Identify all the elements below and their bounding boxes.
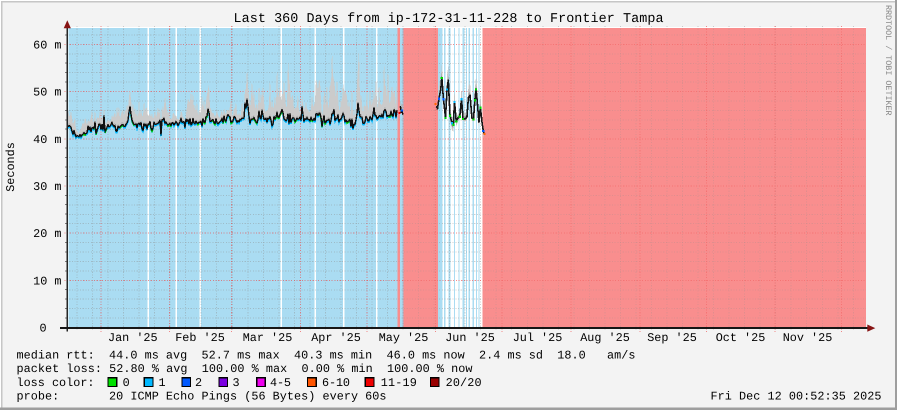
svg-text:Aug '25: Aug '25 <box>580 331 630 345</box>
svg-text:4-5: 4-5 <box>270 376 291 390</box>
svg-text:2: 2 <box>195 376 202 390</box>
svg-text:30 m: 30 m <box>33 180 61 194</box>
svg-text:Jan '25: Jan '25 <box>108 331 158 345</box>
svg-text:loss color:: loss color: <box>17 376 95 390</box>
svg-text:packet loss: 52.80 % avg 100.: packet loss: 52.80 % avg 100.00 % max 0.… <box>17 362 473 376</box>
svg-text:May '25: May '25 <box>379 331 429 345</box>
svg-text:11-19: 11-19 <box>381 376 417 390</box>
svg-text:6-10: 6-10 <box>322 376 350 390</box>
svg-text:Jul '25: Jul '25 <box>513 331 563 345</box>
svg-text:40 m: 40 m <box>33 133 61 147</box>
svg-text:Last 360 Days from ip-172-31-1: Last 360 Days from ip-172-31-11-228 to F… <box>234 12 664 27</box>
svg-text:20 m: 20 m <box>33 227 61 241</box>
svg-text:20/20: 20/20 <box>446 376 482 390</box>
svg-text:3: 3 <box>233 376 240 390</box>
svg-text:Apr '25: Apr '25 <box>311 331 361 345</box>
svg-text:probe: 20 ICMP Echo Ping: probe: 20 ICMP Echo Pings (56 Bytes) eve… <box>17 390 387 404</box>
svg-text:10 m: 10 m <box>33 274 61 288</box>
svg-text:Sep '25: Sep '25 <box>647 331 697 345</box>
svg-text:Jun '25: Jun '25 <box>445 331 495 345</box>
svg-text:1: 1 <box>159 376 166 390</box>
svg-text:Feb '25: Feb '25 <box>175 331 225 345</box>
svg-text:0: 0 <box>123 376 130 390</box>
svg-text:60 m: 60 m <box>33 38 61 52</box>
svg-text:Fri Dec 12 00:52:35 2025: Fri Dec 12 00:52:35 2025 <box>711 390 882 404</box>
svg-text:Seconds: Seconds <box>4 142 18 192</box>
svg-text:Nov '25: Nov '25 <box>783 331 833 345</box>
svg-text:0: 0 <box>40 322 47 336</box>
svg-text:Mar '25: Mar '25 <box>243 331 293 345</box>
svg-text:RRDTOOL / TOBI OETIKER: RRDTOOL / TOBI OETIKER <box>883 5 893 116</box>
svg-text:median rtt: 44.0 ms avg 52.7: median rtt: 44.0 ms avg 52.7 ms max 40.3… <box>17 348 636 362</box>
svg-text:50 m: 50 m <box>33 86 61 100</box>
svg-text:Oct '25: Oct '25 <box>716 331 766 345</box>
